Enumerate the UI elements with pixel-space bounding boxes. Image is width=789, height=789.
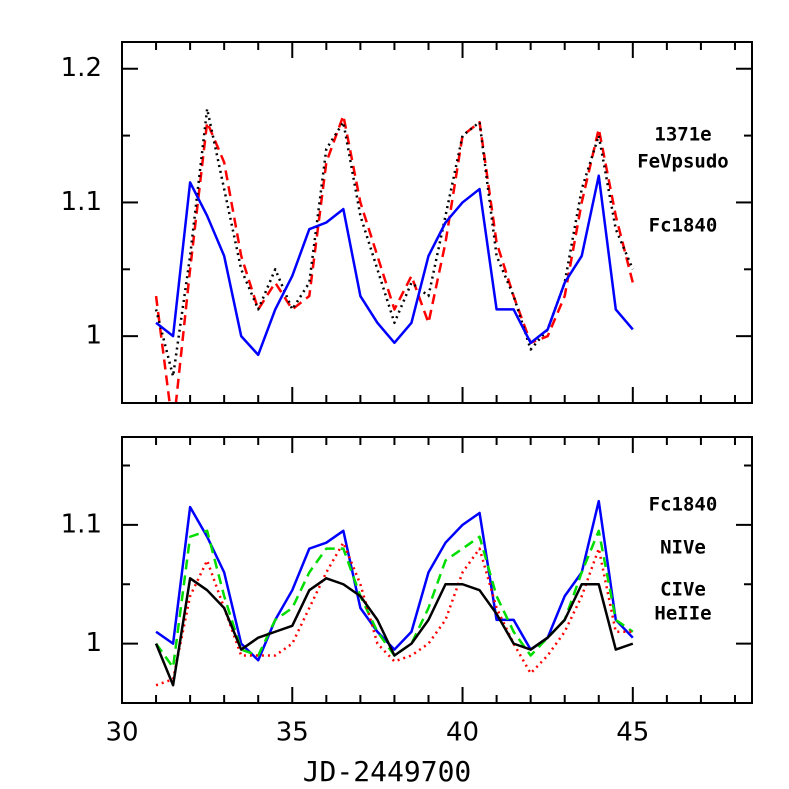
x-tick-label: 40	[446, 718, 479, 748]
y-tick-label: 1.1	[61, 187, 102, 217]
series-line	[154, 114, 635, 403]
x-axis-label: JD-2449700	[303, 755, 472, 788]
series-line	[155, 174, 634, 357]
plot-area	[154, 499, 634, 687]
axes-frame	[121, 436, 753, 704]
series-line	[154, 107, 634, 378]
legend-label: FeVpsudo	[637, 151, 729, 173]
x-tick-label: 35	[276, 718, 309, 748]
y-tick-label: 1	[85, 628, 102, 658]
plot-area	[154, 107, 635, 403]
series-line	[155, 529, 634, 669]
axes-frame	[121, 41, 753, 404]
legend-label: CIVe	[660, 579, 706, 601]
x-tick-label: 30	[105, 718, 138, 748]
legend-label: HeIIe	[654, 603, 711, 625]
legend-label: Fc1840	[649, 494, 718, 516]
y-tick-label: 1	[85, 321, 102, 351]
legend-label: NIVe	[660, 537, 706, 559]
y-tick-label: 1.2	[61, 53, 102, 83]
legend-label: Fc1840	[649, 215, 718, 237]
y-tick-label: 1.1	[61, 509, 102, 539]
legend-label: 1371e	[654, 124, 711, 146]
x-tick-label: 45	[616, 718, 649, 748]
series-line	[154, 577, 634, 687]
series-line	[155, 499, 634, 662]
